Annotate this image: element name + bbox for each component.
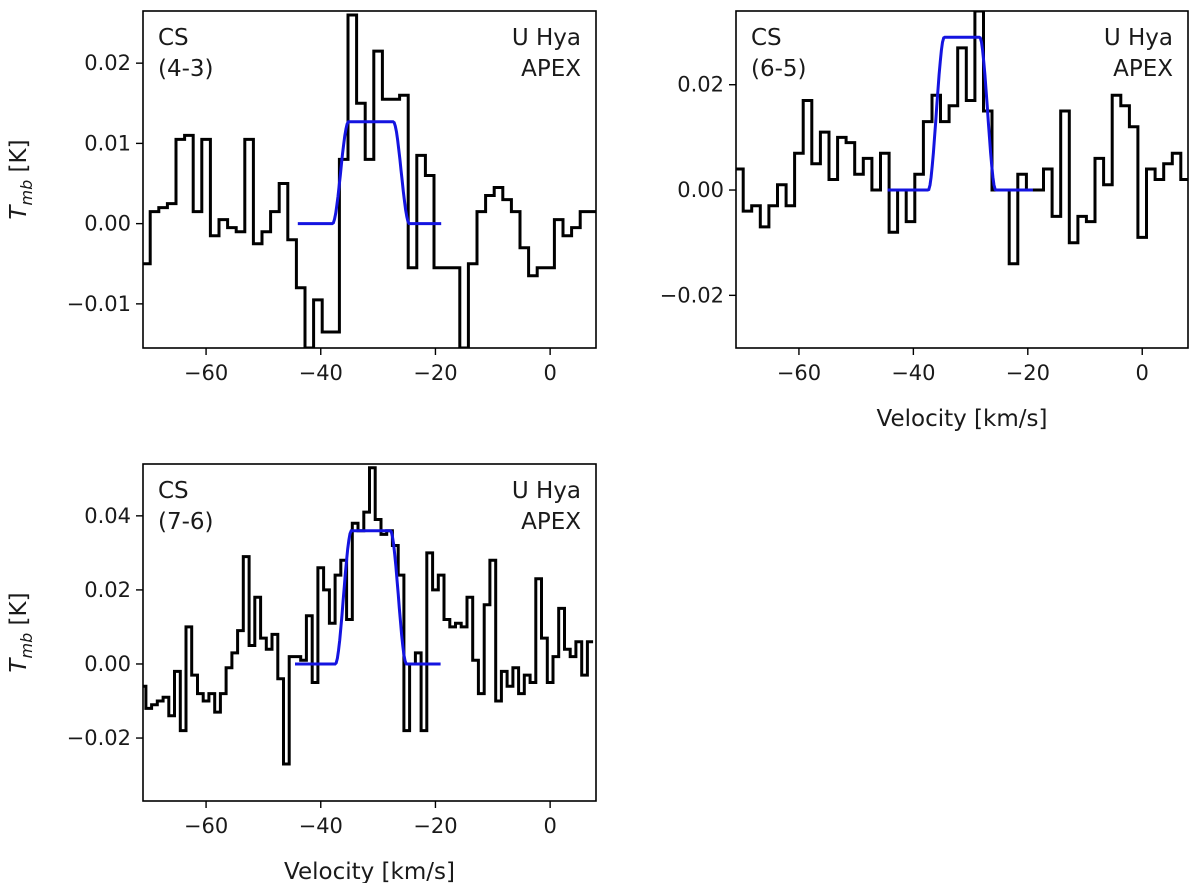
spectrum-line <box>143 466 594 766</box>
spectrum-line <box>143 13 596 348</box>
y-tick-label: 0.02 <box>84 51 131 75</box>
x-tick-label: −20 <box>1006 361 1050 385</box>
x-tick-label: −20 <box>413 814 457 838</box>
x-tick-label: −60 <box>184 814 228 838</box>
x-tick-label: 0 <box>543 814 556 838</box>
panel-bottom-left: −60 −40 −20 0 −0.02 0.00 0.02 0.04 CS (7-6) U Hya A… <box>6 463 597 883</box>
telescope-label: APEX <box>521 509 581 535</box>
panel-top-right: −60 −40 −20 0 −0.02 0.00 0.02 CS (6-5) U Hya APEX V… <box>660 10 1189 432</box>
plot-frame <box>735 10 1189 349</box>
x-tick-label: −20 <box>413 361 457 385</box>
molecule-label: CS <box>158 25 189 51</box>
x-axis-label: Velocity [km/s] <box>877 406 1048 432</box>
x-tick-label: 0 <box>543 361 556 385</box>
transition-label: (7-6) <box>158 509 214 535</box>
x-axis-label: Velocity [km/s] <box>284 859 455 883</box>
y-axis-label-sub: mb <box>17 180 36 206</box>
plot-frame <box>142 10 597 349</box>
y-tick-label: 0.04 <box>84 504 131 528</box>
telescope-label: APEX <box>1113 56 1173 82</box>
y-tick-label: 0.00 <box>84 652 131 676</box>
y-tick-label: 0.00 <box>677 178 724 202</box>
x-tick-label: −40 <box>891 361 935 385</box>
transition-label: (6-5) <box>751 56 807 82</box>
fit-line <box>887 35 1033 192</box>
y-axis-label-main: T <box>6 204 32 220</box>
star-label: U Hya <box>512 25 581 51</box>
fit-line <box>297 120 442 226</box>
spectrum-line <box>736 11 1188 266</box>
y-axis-label: Tmb [K] <box>6 139 36 219</box>
x-tick-label: −40 <box>299 814 343 838</box>
y-tick-label: −0.02 <box>660 283 724 307</box>
plot-frame <box>142 463 597 802</box>
y-axis-label-sub: mb <box>17 633 36 659</box>
molecule-label: CS <box>158 478 189 504</box>
y-tick-label: 0.00 <box>84 212 131 236</box>
y-tick-label: −0.02 <box>67 726 131 750</box>
telescope-label: APEX <box>521 56 581 82</box>
x-tick-label: 0 <box>1136 361 1149 385</box>
transition-label: (4-3) <box>158 56 214 82</box>
x-tick-label: −40 <box>299 361 343 385</box>
star-label: U Hya <box>512 478 581 504</box>
y-tick-label: 0.01 <box>84 131 131 155</box>
y-tick-label: 0.02 <box>84 578 131 602</box>
fit-line <box>295 529 441 666</box>
panel-top-left: −60 −40 −20 0 −0.01 0.00 0.01 0.02 CS (4-3) U Hya A… <box>6 10 597 385</box>
y-axis-label-unit: [K] <box>6 592 32 632</box>
y-tick-label: 0.02 <box>677 73 724 97</box>
x-tick-label: −60 <box>777 361 821 385</box>
star-label: U Hya <box>1104 25 1173 51</box>
y-axis-label: Tmb [K] <box>6 592 36 672</box>
y-axis-label-unit: [K] <box>6 139 32 179</box>
y-tick-label: −0.01 <box>67 292 131 316</box>
molecule-label: CS <box>751 25 782 51</box>
y-axis-label-main: T <box>6 657 32 673</box>
x-tick-label: −60 <box>184 361 228 385</box>
